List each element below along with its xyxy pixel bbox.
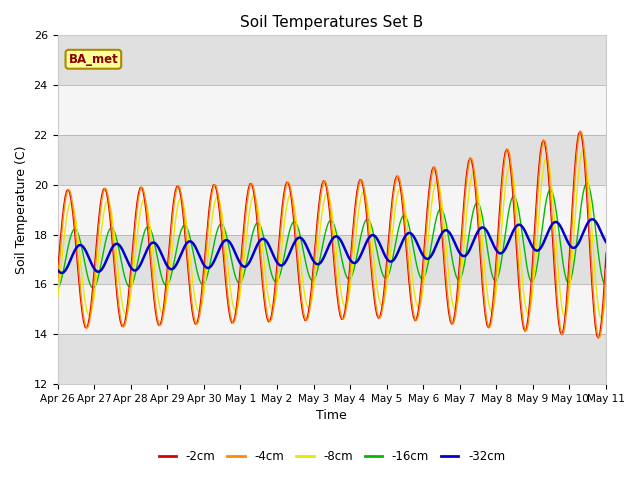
Title: Soil Temperatures Set B: Soil Temperatures Set B <box>240 15 424 30</box>
Legend: -2cm, -4cm, -8cm, -16cm, -32cm: -2cm, -4cm, -8cm, -16cm, -32cm <box>154 446 510 468</box>
Bar <box>58 135 606 185</box>
Bar <box>58 235 606 284</box>
X-axis label: Time: Time <box>316 409 347 422</box>
Bar <box>58 284 606 334</box>
Bar <box>58 36 606 85</box>
Bar <box>58 185 606 235</box>
Y-axis label: Soil Temperature (C): Soil Temperature (C) <box>15 145 28 274</box>
Bar <box>58 85 606 135</box>
Bar <box>58 334 606 384</box>
Text: BA_met: BA_met <box>68 53 118 66</box>
